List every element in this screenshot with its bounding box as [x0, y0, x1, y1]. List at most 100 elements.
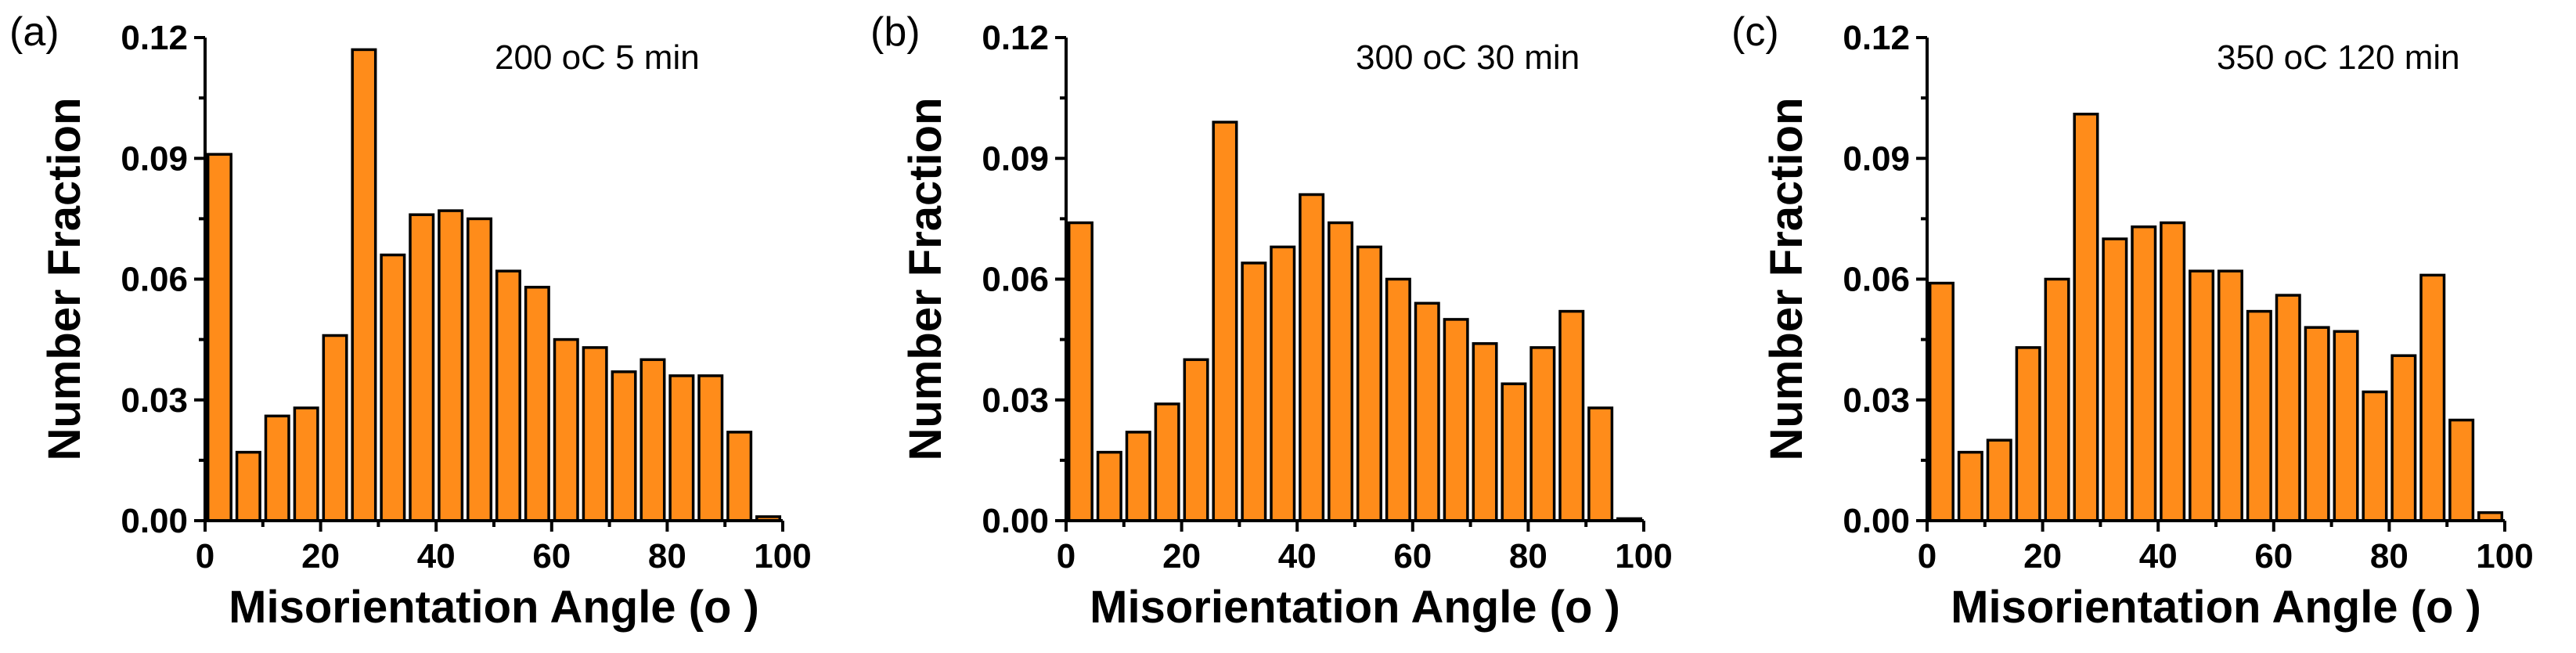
condition-annotation: 350 oC 120 min — [2217, 38, 2460, 77]
x-tick-label: 20 — [1162, 537, 1201, 575]
y-tick-label: 0.06 — [1843, 261, 1910, 299]
bar — [2131, 225, 2157, 522]
bar — [1241, 262, 1267, 522]
x-tick-label: 40 — [417, 537, 456, 575]
x-tick-label: 100 — [1615, 537, 1672, 575]
panel-label: (b) — [870, 9, 921, 55]
bar — [206, 153, 232, 522]
y-tick-label: 0.09 — [121, 139, 188, 178]
x-axis-title: Misorientation Angle (o ) — [1090, 582, 1620, 633]
bar — [1183, 358, 1209, 522]
bar — [1957, 450, 1983, 522]
x-tick-label: 20 — [301, 537, 340, 575]
bar — [1154, 402, 1180, 522]
bar — [1443, 318, 1469, 522]
bar — [697, 374, 724, 522]
bar — [1472, 342, 1498, 522]
chart-panel-1: 0 20 40 60 80 100 0.00 0.03 0.06 0.09 0.12 (a) 200 o… — [9, 9, 812, 633]
bar — [2275, 294, 2301, 522]
y-tick-label: 0.03 — [121, 381, 188, 420]
bar — [2304, 326, 2330, 522]
panel-label: (a) — [9, 9, 59, 55]
y-tick-label: 0.03 — [982, 381, 1049, 420]
bar — [1501, 382, 1527, 522]
bar — [639, 358, 666, 522]
bar — [726, 431, 753, 522]
chart-panel-3: 0 20 40 60 80 100 0.00 0.03 0.06 0.09 0.12 (c) 350 o… — [1731, 9, 2534, 633]
bar — [467, 217, 493, 522]
bar — [438, 209, 464, 522]
bar — [2160, 221, 2186, 522]
bar — [1096, 450, 1122, 522]
bar — [1558, 309, 1585, 522]
bar — [1299, 193, 1325, 522]
y-tick-label: 0.12 — [982, 19, 1049, 57]
condition-annotation: 200 oC 5 min — [495, 38, 700, 77]
bar — [351, 48, 377, 522]
bar — [2419, 273, 2446, 522]
bar — [1270, 245, 1296, 522]
bar — [2333, 330, 2359, 522]
y-tick-label: 0.09 — [982, 139, 1049, 178]
bar — [1328, 221, 1354, 522]
bar — [611, 370, 637, 522]
x-tick-label: 60 — [2254, 537, 2293, 575]
bar — [1986, 438, 2012, 522]
bar — [409, 213, 435, 522]
bar — [293, 406, 319, 522]
y-axis-title: Number Fraction — [39, 97, 90, 460]
bar — [1125, 431, 1151, 522]
bar — [1587, 406, 1614, 522]
y-tick-label: 0.00 — [1843, 502, 1910, 540]
x-tick-label: 80 — [648, 537, 686, 575]
x-tick-label: 60 — [532, 537, 571, 575]
bar — [582, 346, 608, 522]
bar — [2217, 269, 2243, 522]
bar — [1212, 121, 1238, 522]
bar — [524, 286, 550, 522]
chart-panel-2: 0 20 40 60 80 100 0.00 0.03 0.06 0.09 0.12 (b) 300 o… — [870, 9, 1673, 633]
bar — [235, 450, 261, 522]
bar — [264, 414, 290, 522]
bar — [2189, 269, 2215, 522]
bar — [2246, 309, 2272, 522]
bar — [380, 253, 406, 522]
bar — [2448, 418, 2475, 522]
bar — [322, 334, 348, 522]
x-tick-label: 40 — [2139, 537, 2178, 575]
bar — [668, 374, 695, 522]
bar — [1928, 281, 1955, 522]
y-tick-label: 0.12 — [1843, 19, 1910, 57]
panel-label: (c) — [1731, 9, 1779, 55]
y-tick-label: 0.06 — [982, 261, 1049, 299]
condition-annotation: 300 oC 30 min — [1356, 38, 1580, 77]
bar — [1385, 277, 1411, 522]
y-tick-label: 0.09 — [1843, 139, 1910, 178]
bar — [2362, 390, 2388, 522]
x-axis-title: Misorientation Angle (o ) — [229, 582, 759, 633]
x-tick-label: 60 — [1393, 537, 1432, 575]
bar — [2015, 346, 2041, 522]
bar — [2102, 237, 2128, 522]
x-axis-title: Misorientation Angle (o ) — [1951, 582, 2481, 633]
x-tick-label: 0 — [1918, 537, 1937, 575]
bar — [1414, 301, 1440, 522]
bar — [1529, 346, 1556, 522]
x-tick-label: 40 — [1278, 537, 1317, 575]
x-tick-label: 0 — [196, 537, 214, 575]
bar — [2390, 354, 2417, 522]
x-tick-label: 0 — [1057, 537, 1075, 575]
bar — [553, 337, 579, 522]
y-tick-label: 0.06 — [121, 261, 188, 299]
x-tick-label: 80 — [2370, 537, 2408, 575]
bar — [2073, 112, 2099, 522]
bar — [1067, 221, 1093, 522]
x-tick-label: 20 — [2023, 537, 2062, 575]
x-tick-label: 80 — [1509, 537, 1547, 575]
bar — [495, 269, 521, 522]
y-tick-label: 0.03 — [1843, 381, 1910, 420]
y-tick-label: 0.00 — [982, 502, 1049, 540]
y-tick-label: 0.00 — [121, 502, 188, 540]
bar — [2044, 277, 2070, 522]
y-axis-title: Number Fraction — [1761, 97, 1812, 460]
